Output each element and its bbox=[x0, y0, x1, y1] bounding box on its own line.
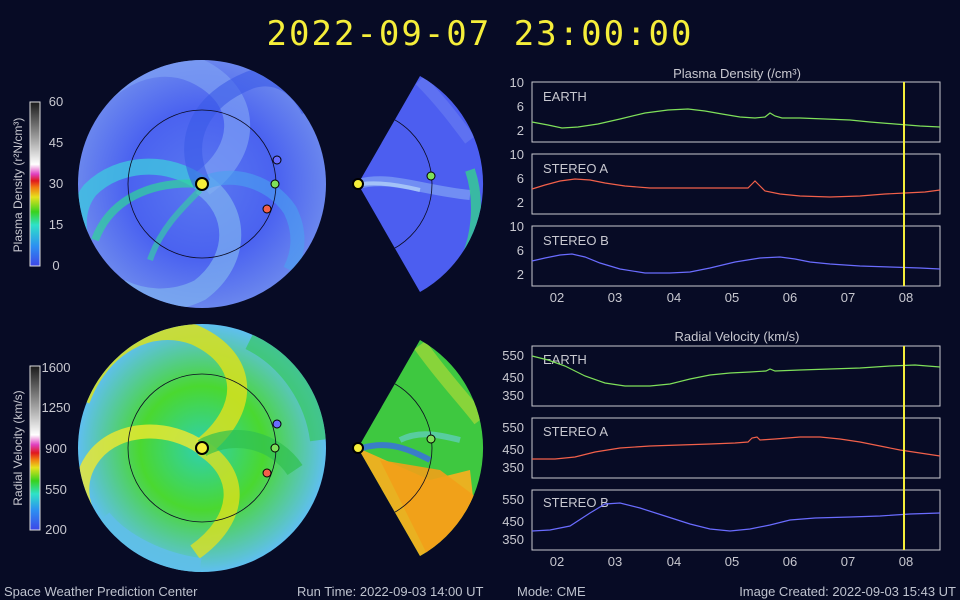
x-tick-label: 02 bbox=[550, 290, 564, 305]
density-plot-stereo-b: STEREO B 10 6 2 bbox=[510, 219, 941, 287]
earth-velocity-trace bbox=[531, 355, 941, 387]
footer-mode: Mode: CME bbox=[517, 584, 586, 599]
velocity-plot-stereo-b: STEREO B 550 450 350 bbox=[502, 489, 941, 551]
stereo-b-density-trace bbox=[531, 253, 941, 274]
x-tick-label: 08 bbox=[899, 290, 913, 305]
velocity-colorbar: 1600 1250 900 550 200 Radial Velocity (k… bbox=[11, 360, 70, 537]
y-tick-label: 2 bbox=[517, 195, 524, 210]
stereo-b-velocity-trace bbox=[531, 502, 941, 532]
velocity-plot-stereo-a: STEREO A 550 450 350 bbox=[502, 417, 941, 479]
y-tick-label: 6 bbox=[517, 99, 524, 114]
x-tick-label: 07 bbox=[841, 554, 855, 569]
stereo-a-marker bbox=[262, 468, 272, 478]
x-tick-label: 08 bbox=[899, 554, 913, 569]
velocity-meridional-wedge bbox=[352, 340, 484, 556]
density-scale-tick: 45 bbox=[49, 135, 63, 150]
density-disk-markers bbox=[195, 155, 282, 214]
y-tick-label: 350 bbox=[502, 388, 524, 403]
density-scale-tick: 60 bbox=[49, 94, 63, 109]
x-tick-label: 05 bbox=[725, 554, 739, 569]
x-tick-label: 03 bbox=[608, 290, 622, 305]
density-scale-label: Plasma Density (r²N/cm³) bbox=[11, 118, 25, 253]
x-tick-label: 04 bbox=[667, 290, 681, 305]
density-scale-tick: 30 bbox=[49, 176, 63, 191]
velocity-scale-tick: 1250 bbox=[42, 400, 71, 415]
velocity-panel-title: Radial Velocity (km/s) bbox=[675, 329, 800, 344]
density-panel-title: Plasma Density (/cm³) bbox=[673, 66, 801, 81]
velocity-scale-label: Radial Velocity (km/s) bbox=[11, 390, 25, 505]
plot-row-label: STEREO A bbox=[543, 161, 608, 176]
x-tick-label: 02 bbox=[550, 554, 564, 569]
y-tick-label: 350 bbox=[502, 532, 524, 547]
earth-density-trace bbox=[531, 108, 941, 129]
velocity-scale-tick: 200 bbox=[45, 522, 67, 537]
timestamp-title: 2022-09-07 23:00:00 bbox=[266, 14, 694, 54]
velocity-scale-tick: 550 bbox=[45, 482, 67, 497]
earth-marker bbox=[270, 443, 280, 453]
y-tick-label: 2 bbox=[517, 267, 524, 282]
stereo-a-velocity-trace bbox=[532, 436, 941, 460]
sun-marker bbox=[352, 442, 364, 454]
density-scale-tick: 0 bbox=[52, 258, 59, 273]
x-tick-label: 03 bbox=[608, 554, 622, 569]
plot-row-label: EARTH bbox=[543, 352, 587, 367]
earth-marker bbox=[426, 171, 436, 181]
footer-org: Space Weather Prediction Center bbox=[4, 584, 198, 599]
footer-image-created: Image Created: 2022-09-03 15:43 UT bbox=[739, 584, 956, 599]
density-plot-stereo-a: STEREO A 10 6 2 bbox=[510, 147, 941, 215]
sun-marker bbox=[352, 178, 364, 190]
density-x-axis: 02 03 04 05 06 07 08 bbox=[550, 290, 913, 305]
y-tick-label: 10 bbox=[510, 147, 524, 162]
earth-marker bbox=[270, 179, 280, 189]
plot-row-label: STEREO B bbox=[543, 495, 609, 510]
density-scale-tick: 15 bbox=[49, 217, 63, 232]
density-plot-earth: EARTH 10 6 2 bbox=[510, 75, 941, 143]
footer-run-time: Run Time: 2022-09-03 14:00 UT bbox=[297, 584, 484, 599]
y-tick-label: 450 bbox=[502, 442, 524, 457]
sun-marker bbox=[195, 177, 209, 191]
plot-row-label: STEREO B bbox=[543, 233, 609, 248]
stereo-a-density-trace bbox=[531, 178, 941, 198]
y-tick-label: 450 bbox=[502, 514, 524, 529]
velocity-disk-markers bbox=[195, 419, 282, 478]
y-tick-label: 10 bbox=[510, 219, 524, 234]
y-tick-label: 10 bbox=[510, 75, 524, 90]
y-tick-label: 450 bbox=[502, 370, 524, 385]
sun-marker bbox=[195, 441, 209, 455]
density-colorbar: 60 45 30 15 0 Plasma Density (r²N/cm³) bbox=[11, 94, 63, 273]
velocity-scale-tick: 1600 bbox=[42, 360, 71, 375]
stereo-b-marker bbox=[272, 155, 282, 165]
velocity-plot-earth: EARTH 550 450 350 bbox=[502, 345, 941, 407]
y-tick-label: 2 bbox=[517, 123, 524, 138]
x-tick-label: 04 bbox=[667, 554, 681, 569]
y-tick-label: 6 bbox=[517, 243, 524, 258]
x-tick-label: 05 bbox=[725, 290, 739, 305]
plot-row-label: STEREO A bbox=[543, 424, 608, 439]
y-tick-label: 6 bbox=[517, 171, 524, 186]
x-tick-label: 06 bbox=[783, 554, 797, 569]
plot-row-label: EARTH bbox=[543, 89, 587, 104]
y-tick-label: 550 bbox=[502, 348, 524, 363]
x-tick-label: 07 bbox=[841, 290, 855, 305]
velocity-scale-tick: 900 bbox=[45, 441, 67, 456]
velocity-x-axis: 02 03 04 05 06 07 08 bbox=[550, 554, 913, 569]
x-tick-label: 06 bbox=[783, 290, 797, 305]
y-tick-label: 550 bbox=[502, 420, 524, 435]
y-tick-label: 350 bbox=[502, 460, 524, 475]
earth-marker bbox=[426, 434, 436, 444]
stereo-a-marker bbox=[262, 204, 272, 214]
stereo-b-marker bbox=[272, 419, 282, 429]
y-tick-label: 550 bbox=[502, 492, 524, 507]
